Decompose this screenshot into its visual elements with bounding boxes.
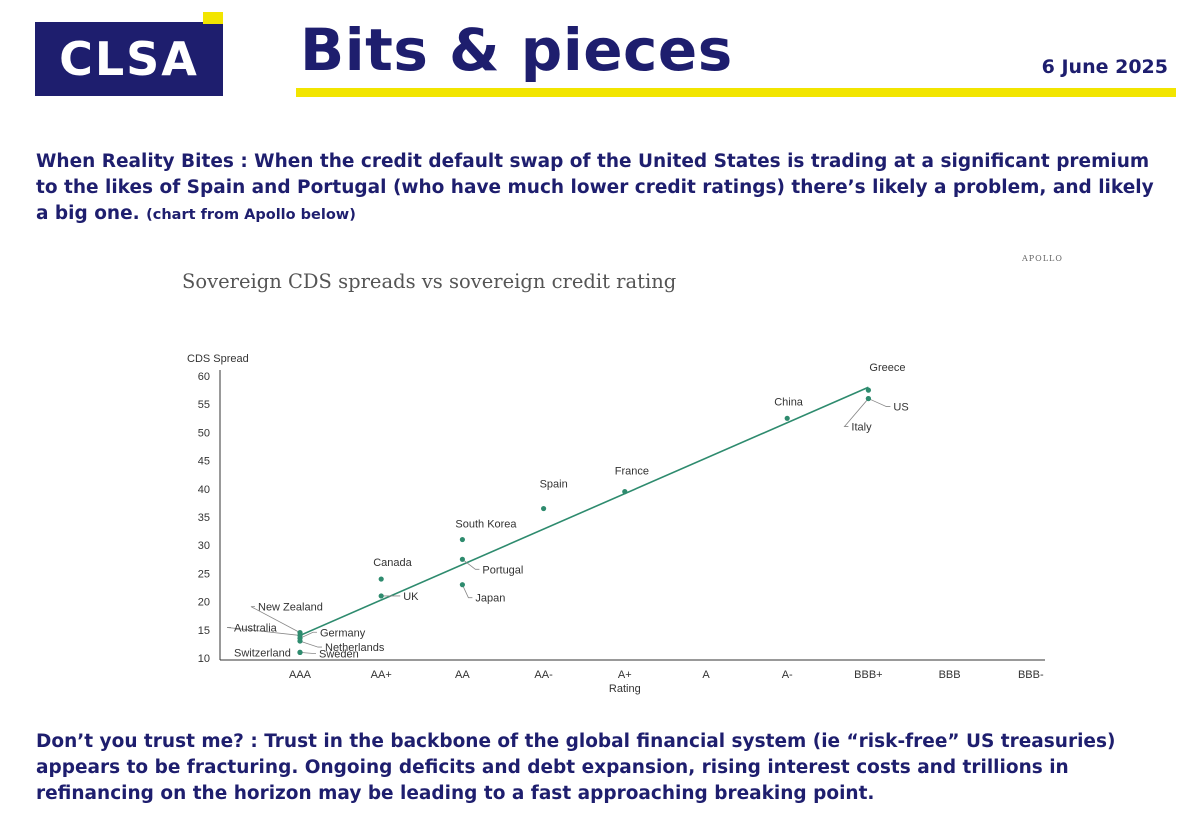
point-south-korea: [459, 536, 465, 543]
point-label-greece: Greece: [869, 362, 905, 374]
point-label-france: France: [615, 466, 649, 478]
page-title: Bits & pieces: [300, 16, 733, 84]
y-tick-label: 20: [198, 597, 210, 609]
y-tick-label: 35: [198, 512, 210, 524]
point-label-sweden: Sweden: [319, 648, 359, 660]
leader-line-germany: [299, 631, 317, 639]
trendline: [299, 386, 869, 637]
x-tick-label: BBB-: [1018, 669, 1044, 681]
leader-line-sweden: [299, 651, 316, 654]
point-label-switzerland: Switzerland: [234, 647, 291, 659]
x-tick-label: AA+: [371, 669, 392, 681]
y-tick-label: 50: [198, 427, 210, 439]
point-label-netherlands: Netherlands: [325, 642, 385, 654]
point-label-us: US: [893, 402, 908, 414]
x-tick-label: A+: [618, 669, 632, 681]
point-label-uk: UK: [403, 591, 419, 603]
y-tick-label: 15: [198, 625, 210, 637]
point-uk: [378, 593, 384, 599]
point-netherlands: [297, 638, 303, 644]
point-canada: [378, 576, 384, 582]
x-axis-label: Rating: [609, 683, 641, 695]
section-reality-bites: When Reality Bites : When the credit def…: [36, 149, 1166, 228]
point-label-germany: Germany: [320, 627, 366, 639]
x-tick-label: AAA: [289, 669, 312, 681]
leader-line-italy: [843, 398, 869, 427]
point-italy: [865, 395, 872, 402]
point-label-spain: Spain: [540, 479, 568, 491]
y-tick-label: 45: [198, 456, 210, 468]
chart-source-note: (chart from Apollo below): [146, 207, 356, 223]
point-china: [784, 415, 790, 421]
clsa-logo: CLSA: [35, 12, 223, 96]
leader-line-japan: [462, 584, 473, 599]
section-reality-bites-text: When Reality Bites : When the credit def…: [36, 151, 1154, 224]
point-label-canada: Canada: [373, 557, 412, 569]
point-label-china: China: [774, 396, 804, 408]
point-label-australia: Australia: [234, 622, 278, 634]
logo-text: CLSA: [59, 32, 199, 86]
point-label-south-korea: South Korea: [455, 519, 517, 531]
y-tick-label: 40: [198, 484, 210, 496]
x-tick-label: AA-: [534, 669, 553, 681]
leader-line-portugal: [462, 558, 480, 570]
point-label-new-zealand: New Zealand: [258, 602, 323, 614]
y-tick-label: 25: [198, 568, 210, 580]
point-portugal: [459, 556, 465, 562]
y-tick-label: 60: [198, 371, 210, 383]
y-tick-label: 30: [198, 540, 210, 552]
leader-line-us: [868, 398, 891, 407]
chart-title: Sovereign CDS spreads vs sovereign credi…: [182, 270, 677, 293]
point-label-italy: Italy: [851, 422, 872, 434]
x-tick-label: A-: [782, 669, 793, 681]
page-date: 6 June 2025: [1041, 56, 1168, 78]
point-spain: [541, 505, 547, 512]
x-tick-label: AA: [455, 669, 470, 681]
point-sweden: [297, 649, 303, 655]
point-label-japan: Japan: [475, 593, 505, 605]
leader-line-new-zealand: [250, 606, 301, 633]
point-label-portugal: Portugal: [482, 564, 523, 576]
logo-accent-stripe: [203, 12, 223, 24]
point-japan: [459, 582, 465, 588]
x-tick-label: A: [702, 669, 710, 681]
section-trust-text: Don’t you trust me? : Trust in the backb…: [36, 731, 1116, 804]
y-axis-label: CDS Spread: [187, 353, 249, 365]
leader-line-australia: [226, 627, 301, 636]
header-underline: [296, 88, 1176, 97]
y-tick-label: 55: [198, 399, 210, 411]
point-greece: [865, 387, 872, 393]
leader-line-netherlands: [299, 640, 322, 648]
point-france: [622, 489, 628, 495]
x-tick-label: BBB: [939, 669, 961, 681]
x-tick-label: BBB+: [854, 669, 882, 681]
chart-source-mark: APOLLO: [1022, 254, 1063, 263]
y-tick-label: 10: [198, 653, 210, 665]
section-trust: Don’t you trust me? : Trust in the backb…: [36, 729, 1166, 807]
